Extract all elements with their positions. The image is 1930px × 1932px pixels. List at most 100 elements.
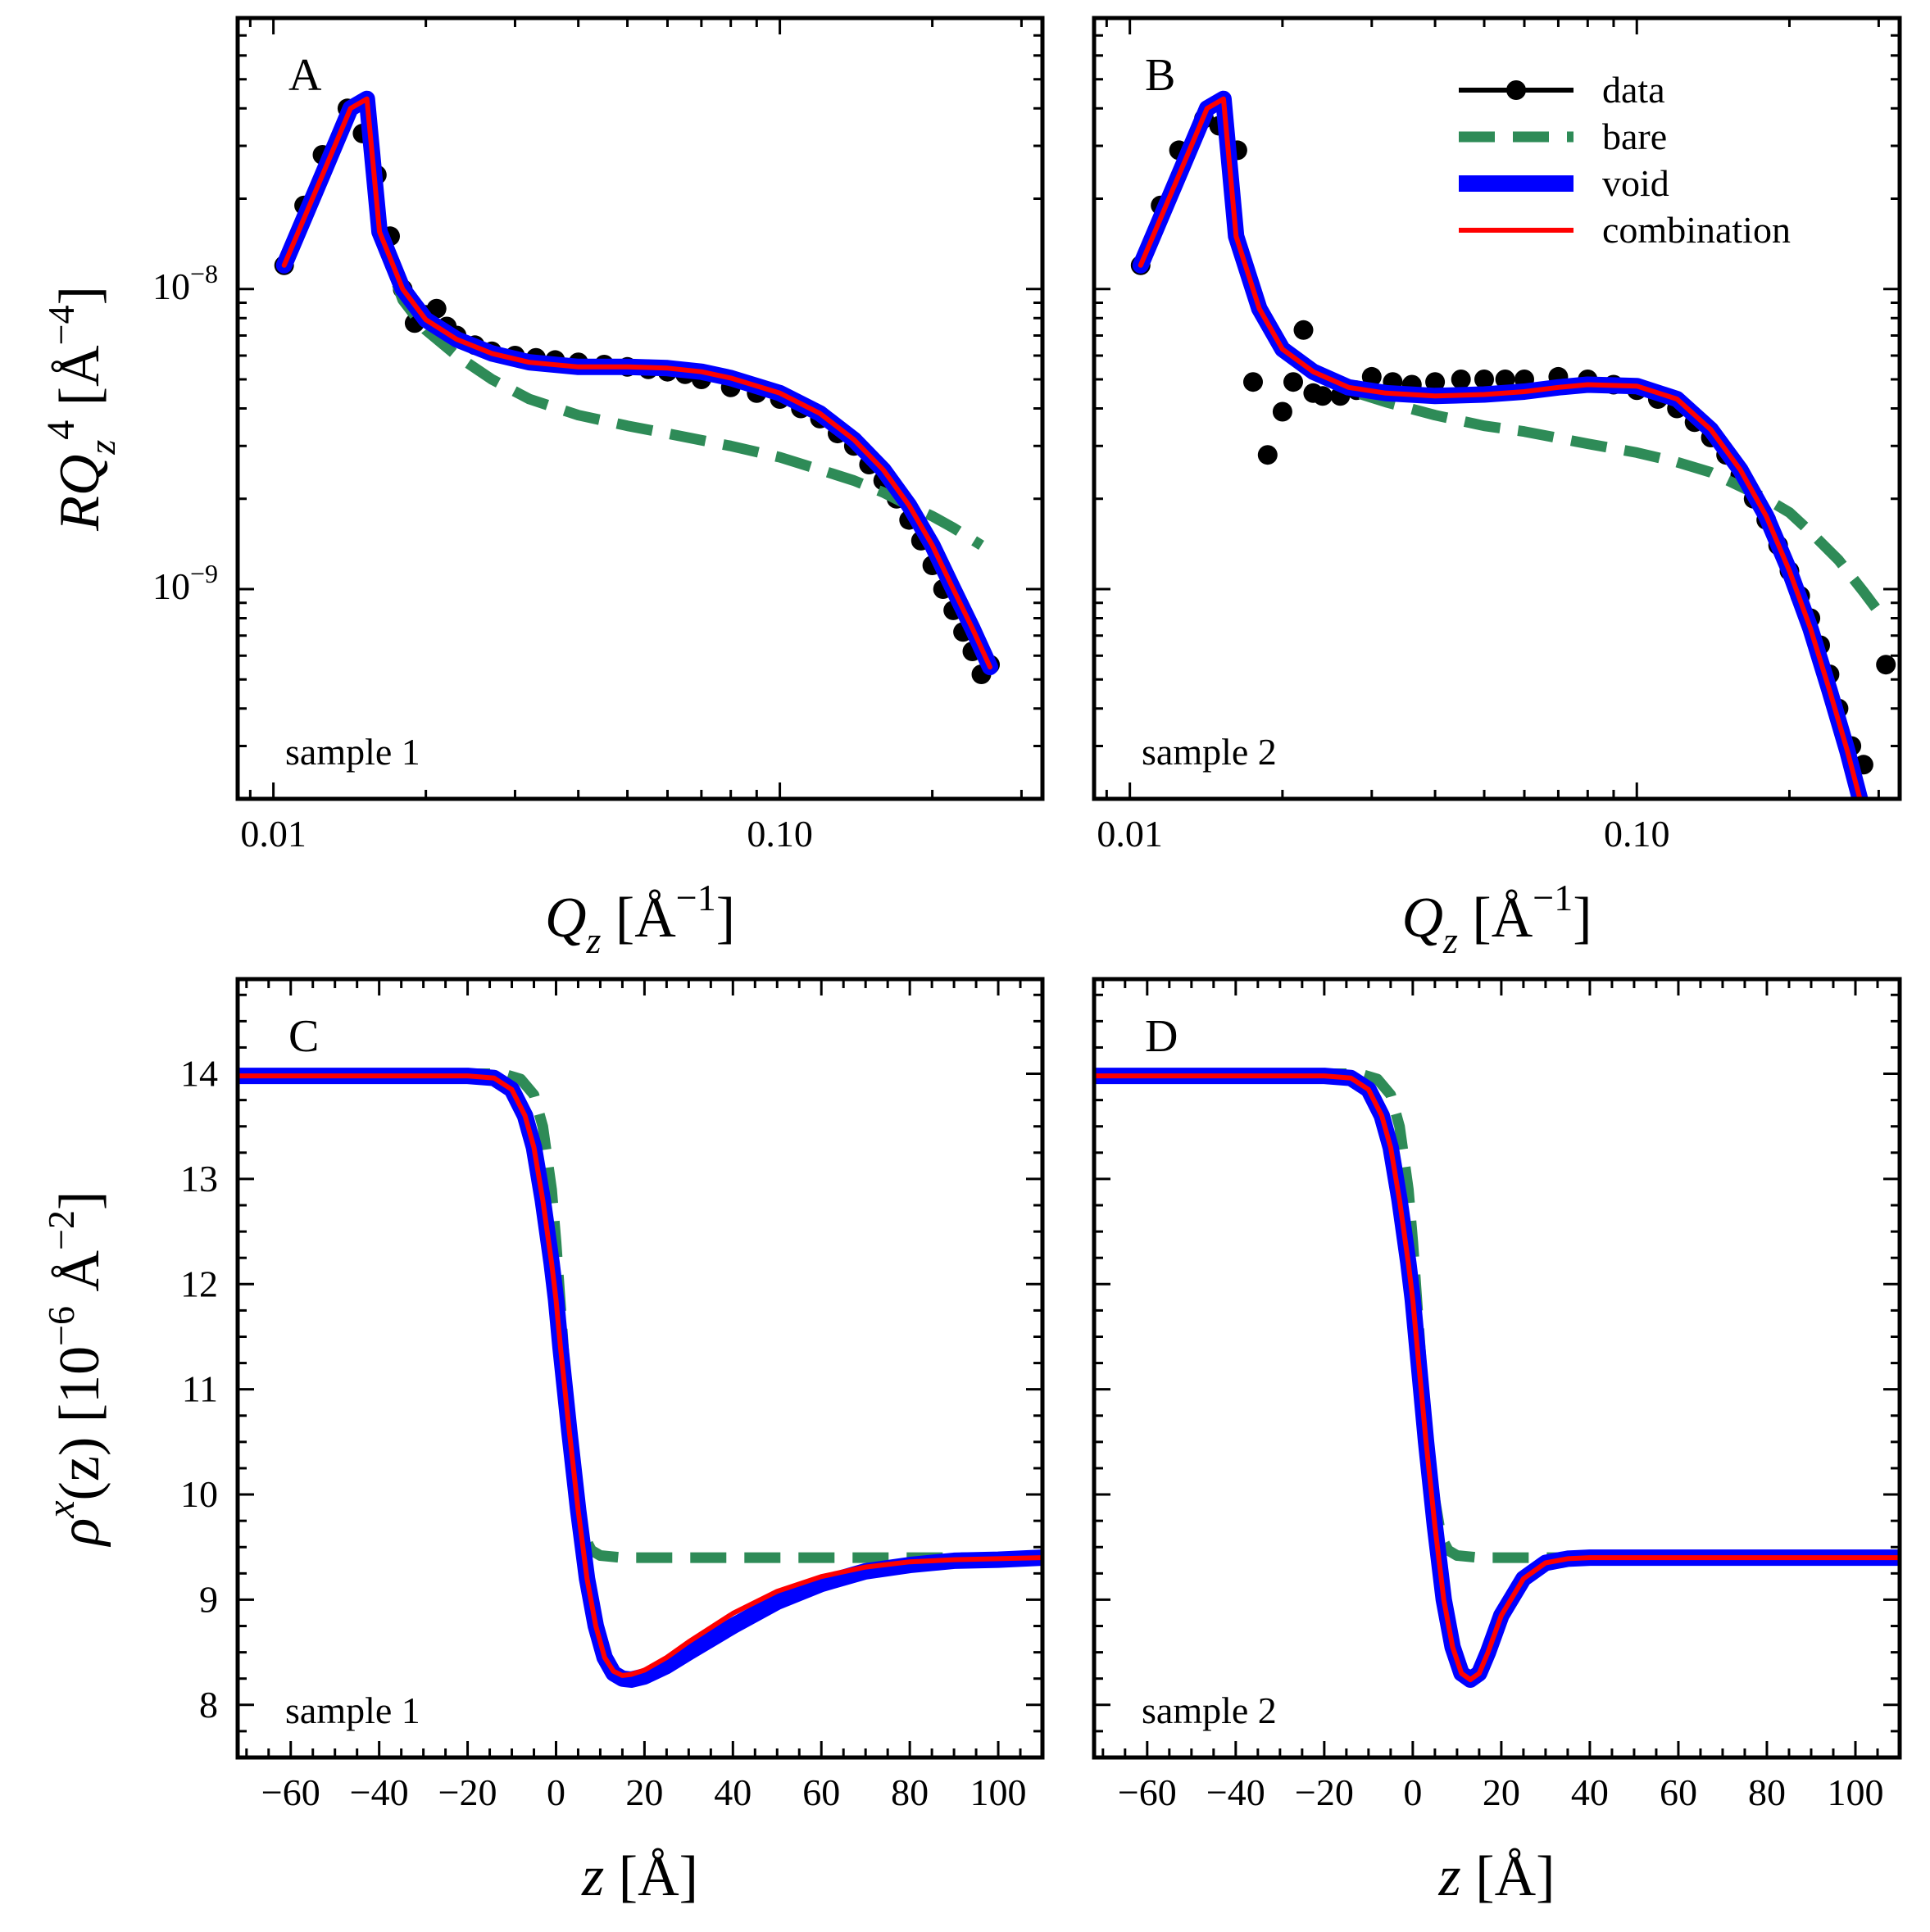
y-axis-unit-exponent: −4: [40, 305, 82, 345]
figure: 0.01 0.1010−910−8Asample 1Qz [Å−1]RQz4 [Å…: [0, 0, 1930, 1932]
y-axis-close: Å: [48, 1249, 111, 1306]
x-tick-label: 100: [1827, 1771, 1883, 1813]
legend-label-combination: combination: [1602, 209, 1791, 251]
x-axis-unit: [Å: [1458, 887, 1533, 950]
y-axis-superscript: x: [39, 1500, 83, 1518]
x-axis-label: z [Å]: [1438, 1845, 1555, 1908]
legend-label-bare: bare: [1602, 116, 1667, 157]
sample-label: sample 1: [285, 1689, 420, 1731]
data-point: [1294, 320, 1314, 340]
ticks: [238, 979, 1042, 1757]
x-axis-close: ]: [1573, 887, 1592, 950]
y-axis-end: ]: [48, 1191, 111, 1210]
y-tick-base: 10: [152, 265, 190, 307]
x-axis-close: ]: [716, 887, 735, 950]
data-point: [1243, 372, 1263, 392]
y-tick-label: 12: [180, 1263, 218, 1304]
x-tick-label: −60: [1118, 1771, 1177, 1813]
plot-area: [1094, 1074, 1900, 1680]
y-axis-unit-exponent: −6: [40, 1306, 82, 1346]
data-point: [1283, 372, 1303, 392]
plot-area: [1131, 99, 1896, 813]
axes-frame: [238, 979, 1042, 1757]
series-void: [238, 1076, 1042, 1680]
data-point: [1313, 386, 1333, 406]
x-tick-label: −40: [1206, 1771, 1265, 1813]
y-tick-label: 10−9: [152, 559, 218, 607]
x-tick-label: 0: [547, 1771, 565, 1813]
series-void: [1141, 99, 1864, 813]
x-tick-label: −40: [350, 1771, 409, 1813]
x-axis-subscript: z: [1442, 919, 1458, 961]
data-point: [1273, 402, 1292, 422]
x-axis-label: z [Å]: [581, 1845, 698, 1908]
plot-area: [275, 98, 1000, 684]
series-bare: [1094, 1074, 1900, 1558]
y-axis-close: ]: [48, 286, 111, 305]
legend-marker-data: [1506, 80, 1526, 100]
axes-frame: [1094, 18, 1900, 799]
y-tick-base: 10: [152, 565, 190, 607]
legend-label-data: data: [1602, 69, 1665, 111]
x-axis-unit-exponent: −1: [1533, 877, 1573, 918]
sample-label: sample 2: [1142, 731, 1277, 773]
x-tick-label: 0.01: [1097, 813, 1163, 855]
series-combination: [238, 1076, 1042, 1676]
y-axis-label: RQz4 [Å−4]: [39, 286, 123, 532]
data-point: [1258, 445, 1278, 465]
x-tick-label: 60: [1660, 1771, 1697, 1813]
x-tick-label: 80: [891, 1771, 929, 1813]
data-point: [1876, 655, 1896, 674]
x-axis-symbol: Q: [545, 887, 587, 950]
x-tick-label: −60: [261, 1771, 320, 1813]
x-tick-label: 20: [1483, 1771, 1520, 1813]
panel-c: −60 −40 −20 0 20 40 60 80 100 8 9 10 11 12 13 14 Csample…: [39, 979, 1042, 1908]
series-combination: [1094, 1076, 1900, 1680]
x-axis-symbol: Q: [1401, 887, 1443, 950]
y-axis-symbol: ρ: [48, 1518, 111, 1548]
y-tick-exponent: −8: [190, 259, 218, 288]
x-axis-symbol: z: [581, 1845, 604, 1908]
x-axis-unit: [Å: [1461, 1845, 1537, 1908]
x-tick-label: 80: [1748, 1771, 1786, 1813]
x-tick-label: 60: [802, 1771, 840, 1813]
panel-label: A: [288, 50, 322, 101]
plot-area: [238, 1074, 1042, 1680]
x-axis-symbol: z: [1438, 1845, 1461, 1908]
y-axis-unit: [Å: [48, 345, 111, 420]
x-tick-label: 100: [970, 1771, 1027, 1813]
x-tick-label: −20: [1295, 1771, 1354, 1813]
legend: data bare void combination: [1459, 69, 1791, 251]
series-combination: [1141, 99, 1864, 813]
data-point: [1451, 370, 1471, 389]
y-tick-label: 11: [182, 1368, 218, 1410]
y-axis-unit: (z) [10: [48, 1346, 111, 1501]
series-void: [284, 99, 990, 667]
x-tick-label: 40: [1571, 1771, 1609, 1813]
x-axis-subscript: z: [586, 919, 602, 961]
sample-label: sample 1: [285, 731, 420, 773]
x-tick-label: 0.01: [240, 813, 307, 855]
x-axis-unit: [Å: [604, 1845, 679, 1908]
y-tick-label: 13: [180, 1158, 218, 1200]
x-tick-label: 0: [1403, 1771, 1422, 1813]
legend-label-void: void: [1602, 162, 1669, 204]
x-tick-label: −20: [438, 1771, 497, 1813]
x-tick-label: 0.10: [1604, 813, 1670, 855]
x-tick-label: 20: [625, 1771, 663, 1813]
x-tick-label: 0.10: [747, 813, 813, 855]
panel-label: D: [1145, 1011, 1178, 1062]
x-axis-label: Qz [Å−1]: [1401, 877, 1592, 961]
series-void: [1094, 1076, 1900, 1680]
y-tick-exponent: −9: [190, 559, 218, 588]
sample-label: sample 2: [1142, 1689, 1277, 1731]
x-axis-close: ]: [679, 1845, 698, 1908]
y-axis-close-exponent: −2: [40, 1210, 82, 1250]
y-tick-label: 10−8: [152, 259, 218, 307]
x-axis-unit-exponent: −1: [676, 877, 716, 918]
y-tick-label: 10: [180, 1473, 218, 1515]
series-combination: [284, 99, 990, 667]
panel-label: B: [1145, 50, 1175, 101]
